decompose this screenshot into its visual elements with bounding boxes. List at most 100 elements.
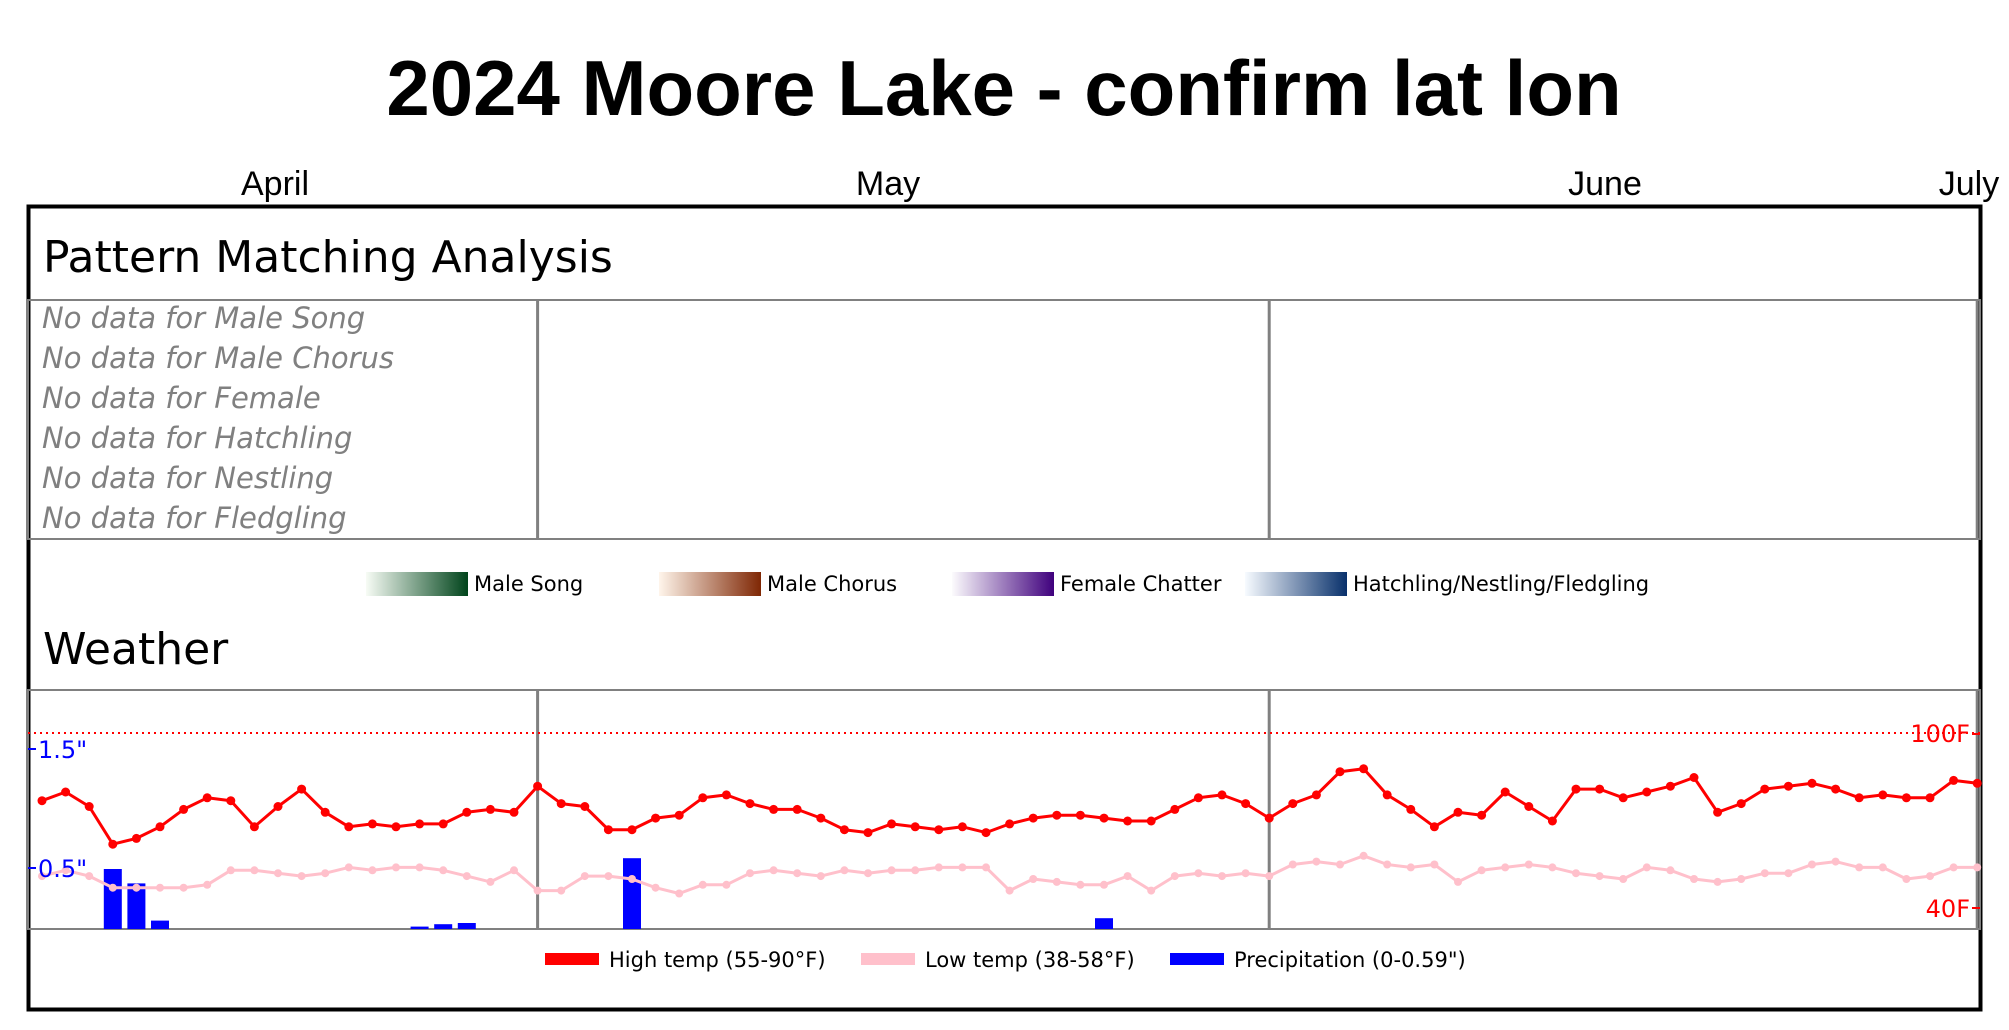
data-point [85, 872, 94, 881]
month-label: May [856, 165, 920, 203]
outer-frame [26, 204, 1983, 1012]
data-point [274, 869, 282, 878]
data-point [1618, 793, 1628, 803]
precip-bar [103, 869, 122, 929]
precip-bar [151, 920, 169, 929]
data-point [179, 804, 189, 814]
data-point [1901, 793, 1911, 803]
data-point [1311, 790, 1321, 800]
data-point [1736, 799, 1746, 809]
data-point [1477, 866, 1486, 875]
high-temp-series [37, 764, 1982, 849]
data-point [1076, 880, 1085, 889]
data-point [1217, 790, 1227, 800]
legend-gradient-swatch [366, 572, 468, 596]
pattern-legend-label: Male Song [474, 572, 583, 596]
data-point [1359, 764, 1369, 774]
data-point [839, 825, 849, 835]
data-point [1052, 810, 1062, 820]
precip-label-low: 0.5" [38, 855, 87, 883]
precip-bar [1095, 918, 1113, 929]
data-point [1100, 880, 1108, 889]
data-point [816, 813, 826, 823]
series-line [41, 767, 1978, 846]
data-point [1784, 869, 1793, 878]
data-point [1193, 793, 1203, 803]
data-point [1406, 804, 1416, 814]
data-point [580, 872, 589, 881]
data-point [1808, 860, 1816, 869]
data-point [249, 822, 259, 832]
data-point [1713, 877, 1722, 886]
data-point [1665, 781, 1675, 791]
data-point [1783, 781, 1793, 791]
data-point [462, 872, 471, 881]
data-point [1524, 860, 1533, 869]
data-point [1760, 869, 1769, 878]
data-point [108, 839, 118, 849]
data-point [226, 866, 235, 875]
data-point [392, 863, 400, 872]
data-point [887, 819, 897, 829]
data-point [1807, 778, 1817, 788]
data-point [1547, 816, 1557, 826]
data-point [1501, 863, 1510, 872]
data-point [793, 869, 802, 878]
data-point [344, 863, 353, 872]
data-point [1666, 866, 1675, 875]
data-point [1713, 807, 1723, 817]
data-point [226, 796, 236, 806]
data-point [37, 796, 47, 806]
data-point [769, 804, 779, 814]
data-point [38, 872, 46, 881]
data-point [721, 790, 731, 800]
data-point [179, 883, 188, 892]
data-point [1335, 767, 1345, 777]
data-point [391, 822, 401, 832]
precip-bar [457, 923, 476, 929]
data-point [462, 807, 472, 817]
data-point [603, 825, 613, 835]
data-point [1500, 787, 1510, 797]
legend-swatch [545, 953, 599, 965]
data-point [1147, 886, 1156, 895]
data-point [1925, 793, 1935, 803]
temp-label-high: 100F [1910, 720, 1970, 748]
data-point [698, 793, 708, 803]
data-point [627, 825, 637, 835]
data-point [1382, 790, 1392, 800]
data-point [675, 889, 684, 898]
data-point [132, 883, 141, 892]
data-point [1642, 863, 1651, 872]
data-point [367, 819, 377, 829]
weather-legend-label: Precipitation (0-0.59") [1234, 948, 1466, 972]
data-point [1430, 860, 1439, 869]
month-label: April [241, 165, 309, 203]
data-point [1854, 793, 1864, 803]
data-point [1689, 773, 1699, 782]
data-point [1359, 851, 1368, 860]
data-point [556, 799, 566, 809]
data-point [344, 822, 354, 832]
data-point [1005, 886, 1014, 895]
data-point [1453, 807, 1463, 817]
data-point [957, 822, 967, 832]
data-point [887, 866, 896, 875]
data-point [321, 869, 330, 878]
data-point [1619, 875, 1628, 883]
precip-bar [127, 883, 146, 929]
data-point [415, 819, 425, 829]
data-point [769, 866, 778, 875]
data-point [1855, 863, 1864, 872]
data-point [1218, 872, 1226, 881]
data-point [934, 825, 944, 835]
data-point [557, 886, 566, 895]
data-point [485, 804, 495, 814]
data-point [1973, 863, 1982, 872]
data-point [250, 866, 259, 875]
pattern-legend-label: Female Chatter [1060, 572, 1222, 596]
data-point [1288, 799, 1298, 809]
data-point [1288, 860, 1297, 869]
data-point [509, 807, 519, 817]
